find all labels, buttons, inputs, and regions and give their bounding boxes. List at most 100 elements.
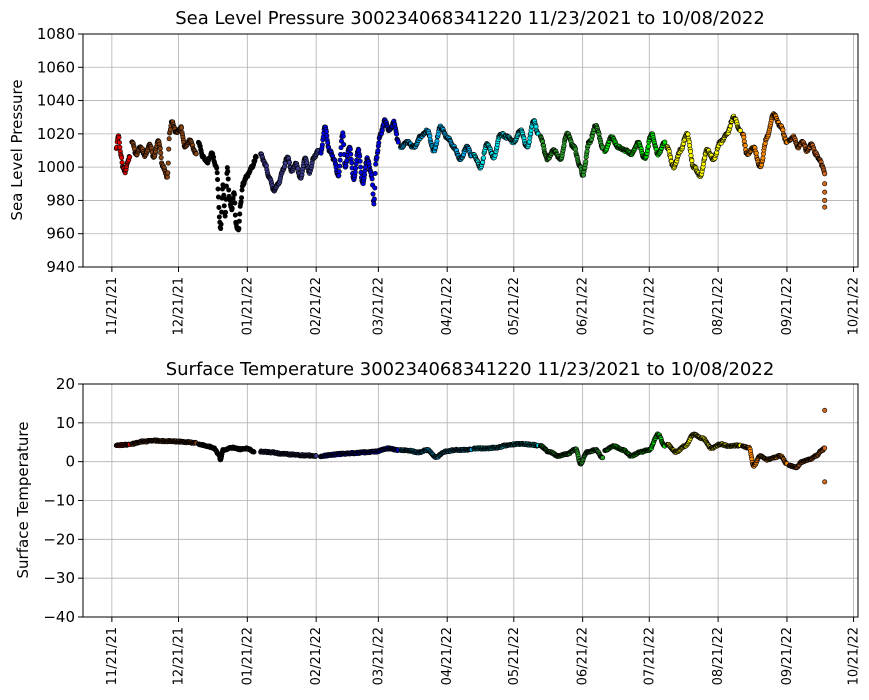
series-11 [740, 111, 790, 170]
data-point [645, 143, 651, 149]
data-point [372, 185, 378, 191]
data-point [179, 125, 185, 131]
x-tick-label: 04/21/22 [440, 627, 455, 685]
data-point [251, 449, 257, 455]
y-tick-label: 1000 [37, 158, 75, 176]
data-point [822, 204, 828, 210]
x-tick-label: 03/21/22 [371, 277, 386, 335]
data-point [119, 159, 125, 165]
data-point [223, 209, 229, 215]
series-10 [664, 431, 743, 455]
series-5 [318, 117, 401, 207]
data-point [166, 136, 172, 142]
series-8 [537, 123, 606, 178]
x-tick-label: 12/21/21 [171, 627, 186, 685]
series-12 [786, 133, 828, 210]
data-point [253, 154, 259, 160]
data-point [434, 138, 440, 144]
data-point [358, 164, 364, 170]
x-tick-label: 06/21/22 [576, 627, 591, 685]
data-point [481, 155, 487, 161]
data-point [353, 165, 359, 171]
data-point [372, 170, 378, 176]
data-point [822, 189, 828, 195]
data-point [236, 225, 242, 231]
y-tick-label: 1040 [37, 92, 75, 110]
data-point [164, 174, 170, 180]
data-point [214, 165, 220, 171]
data-points [113, 407, 828, 485]
x-tick-label: 02/21/22 [309, 627, 324, 685]
data-point [223, 183, 229, 189]
series-7 [471, 118, 541, 171]
data-point [319, 142, 325, 148]
x-tick-label: 06/21/22 [576, 277, 591, 335]
data-point [376, 140, 382, 146]
x-tick-label: 07/21/22 [642, 627, 657, 685]
data-point [337, 163, 343, 169]
data-point [662, 139, 668, 145]
y-tick-label: −40 [43, 608, 75, 626]
x-tick-label: 07/21/22 [642, 277, 657, 335]
data-point [225, 176, 231, 182]
data-point [221, 192, 227, 198]
data-point [741, 134, 747, 140]
data-point [221, 203, 227, 209]
x-tick-label: 10/21/22 [847, 277, 862, 335]
y-tick-label: 1020 [37, 125, 75, 143]
data-point [685, 131, 691, 137]
data-point [822, 479, 828, 485]
data-point [117, 144, 123, 150]
y-tick-label: 10 [56, 414, 75, 432]
data-point [158, 150, 164, 156]
data-point [215, 177, 221, 183]
data-point [348, 151, 354, 157]
series-7 [471, 440, 541, 452]
data-point [157, 146, 163, 152]
data-point [371, 201, 377, 207]
y-tick-label: 0 [65, 453, 75, 471]
series-5 [318, 445, 401, 460]
data-point [753, 150, 759, 156]
data-point [362, 172, 368, 178]
x-tick-label: 05/21/22 [507, 277, 522, 335]
data-point [357, 153, 363, 159]
series-3 [195, 139, 259, 233]
data-point [214, 170, 220, 176]
x-tick-label: 01/21/22 [240, 627, 255, 685]
surface-temperature-chart: Surface Temperature 300234068341220 11/2… [14, 359, 862, 685]
series-8 [537, 443, 606, 467]
x-tick-label: 02/21/22 [309, 277, 324, 335]
data-point [116, 134, 122, 140]
data-point [760, 155, 766, 161]
y-tick-label: 1080 [37, 25, 75, 43]
data-point [742, 143, 748, 149]
plot-frame [82, 33, 859, 268]
data-point [229, 205, 235, 211]
x-tick-label: 11/21/21 [105, 277, 120, 335]
data-point [232, 212, 238, 218]
series-2 [129, 119, 199, 180]
data-point [822, 407, 828, 413]
sea-level-pressure-chart: Sea Level Pressure 300234068341220 11/23… [8, 8, 862, 335]
data-point [323, 129, 329, 135]
series-1 [113, 133, 133, 176]
series-6 [398, 123, 475, 163]
series-6 [398, 446, 475, 460]
data-point [165, 160, 171, 166]
series-12 [786, 407, 828, 485]
data-point [394, 131, 400, 137]
data-points [113, 111, 828, 233]
data-point [336, 169, 342, 175]
data-point [237, 211, 243, 217]
data-point [226, 187, 232, 193]
series-1 [113, 441, 133, 449]
data-point [371, 196, 377, 202]
data-point [600, 455, 606, 461]
series-4 [258, 448, 319, 459]
data-point [313, 453, 319, 459]
data-point [216, 204, 222, 210]
x-tick-label: 08/21/22 [711, 627, 726, 685]
y-tick-label: 960 [46, 225, 75, 243]
chart-title: Surface Temperature 300234068341220 11/2… [166, 359, 775, 380]
